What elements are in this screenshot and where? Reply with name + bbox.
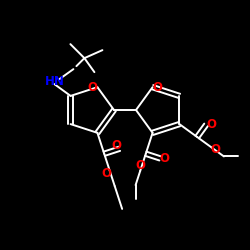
Text: O: O xyxy=(211,143,221,156)
Text: O: O xyxy=(112,139,122,152)
Text: O: O xyxy=(159,152,169,165)
Text: O: O xyxy=(135,159,145,172)
Text: O: O xyxy=(88,81,98,94)
Text: O: O xyxy=(152,81,162,94)
Text: O: O xyxy=(102,167,112,180)
Text: O: O xyxy=(206,118,216,132)
Text: HN: HN xyxy=(44,75,64,88)
